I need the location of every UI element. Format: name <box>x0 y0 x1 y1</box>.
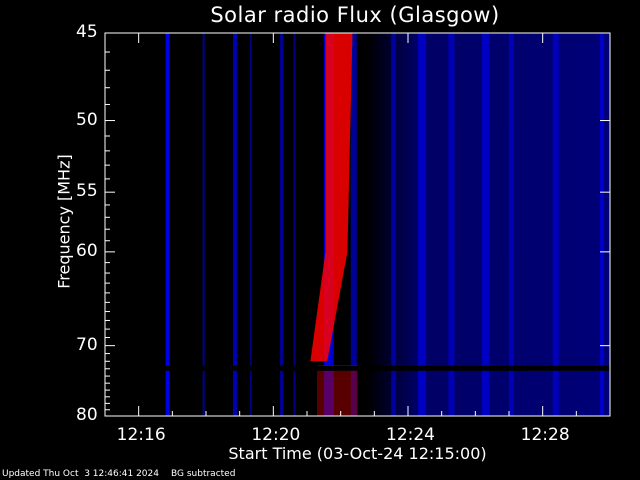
emission-band <box>165 33 170 416</box>
emission-band <box>249 33 252 416</box>
radio-burst-lower <box>317 365 358 416</box>
x-tick-label: 12:24 <box>386 425 435 445</box>
interference-gap <box>105 365 610 371</box>
x-tick-label: 12:16 <box>116 425 166 445</box>
y-axis-label: Frequency [MHz] <box>54 154 74 289</box>
y-tick-label: 80 <box>76 405 98 425</box>
emission-band <box>280 33 284 416</box>
footer-updated: Updated Thu Oct 3 12:46:41 2024 <box>2 469 159 479</box>
emission-band <box>599 33 604 416</box>
emission-band <box>391 33 397 416</box>
emission-band <box>350 33 357 416</box>
y-tick-label: 60 <box>76 240 98 261</box>
emission-band <box>448 33 455 416</box>
y-tick-label: 50 <box>76 109 98 130</box>
emission-band <box>509 33 514 416</box>
radio-burst <box>310 33 353 362</box>
y-tick-label: 45 <box>76 22 98 42</box>
x-tick-label: 12:20 <box>251 425 301 445</box>
x-tick-label: 12:28 <box>520 425 570 445</box>
emission-band <box>482 33 490 416</box>
emission-band <box>202 33 205 416</box>
emission-band <box>232 33 237 416</box>
x-axis-label: Start Time (03-Oct-24 12:15:00) <box>228 444 487 463</box>
footer: Updated Thu Oct 3 12:46:41 2024 BG subtra… <box>2 469 247 479</box>
emission-band <box>552 33 559 416</box>
emission-band <box>293 33 296 416</box>
plot-frame <box>104 32 611 417</box>
footer-note: BG subtracted <box>171 469 236 479</box>
emission-band <box>418 33 427 416</box>
chart-title: Solar radio Flux (Glasgow) <box>210 3 500 27</box>
y-tick-label: 55 <box>76 181 98 202</box>
spectrogram-plot-area <box>104 32 611 417</box>
y-tick-label: 70 <box>76 334 98 355</box>
